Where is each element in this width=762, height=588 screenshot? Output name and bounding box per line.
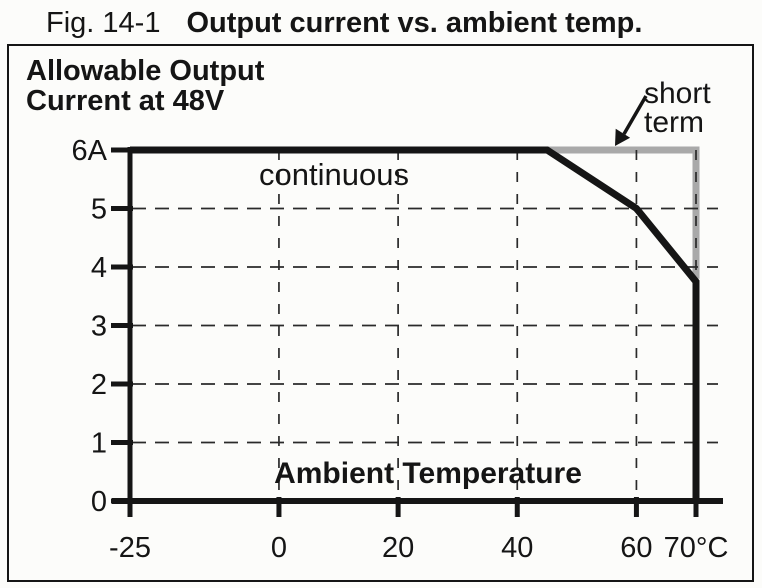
short-term-arrowhead-icon <box>615 128 631 146</box>
y-tick-label: 1 <box>91 428 107 460</box>
series-continuous <box>130 146 700 501</box>
x-axis-title: Ambient Temperature <box>274 457 582 490</box>
figure-caption: Output current vs. ambient temp. <box>186 7 643 39</box>
figure-title: Fig. 14-1 Output current vs. ambient tem… <box>46 7 642 40</box>
x-tick-label: 40 <box>501 532 533 564</box>
y-axis-title-line1: Allowable Output <box>26 55 265 87</box>
annotation-short-term-line1: short <box>644 77 711 110</box>
y-axis-title: Allowable Output Current at 48V <box>26 56 264 116</box>
x-tick-label: 70°C <box>664 532 729 564</box>
y-tick-label: 0 <box>91 486 107 518</box>
short-term-arrow <box>615 95 648 146</box>
short-term-arrow-shaft <box>622 95 648 135</box>
x-tick-label: 20 <box>382 532 414 564</box>
x-tick-label: -25 <box>109 532 151 564</box>
x-tick-label: 0 <box>271 532 287 564</box>
figure-number: Fig. 14-1 <box>46 7 161 39</box>
annotation-short-term: short term <box>644 77 711 139</box>
series-short-term <box>541 146 700 279</box>
chart-frame <box>7 44 754 582</box>
y-axis-title-line2: Current at 48V <box>26 85 225 117</box>
y-tick-label: 4 <box>91 252 107 284</box>
y-tick-label: 6A <box>72 135 108 167</box>
y-tick-label: 2 <box>91 369 107 401</box>
annotation-continuous: continuous <box>259 157 409 192</box>
y-tick-label: 3 <box>91 311 107 343</box>
x-tick-label: 60 <box>620 532 652 564</box>
y-tick-label: 5 <box>91 194 107 226</box>
annotation-short-term-line2: term <box>644 106 704 139</box>
